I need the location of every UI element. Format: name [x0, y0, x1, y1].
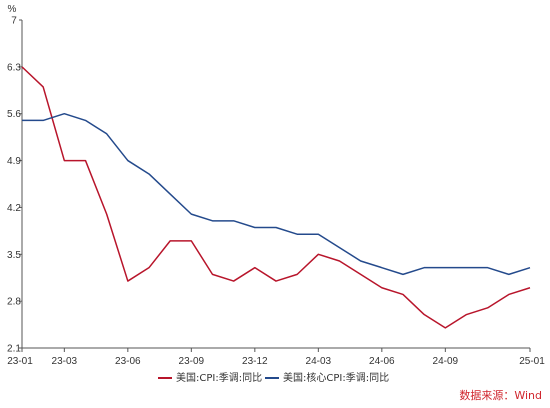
x-tick-label: 23-06	[115, 356, 141, 367]
series-line-1	[21, 66, 531, 329]
source-note: 数据来源：Wind	[459, 388, 542, 402]
x-tick-label: 23-12	[242, 356, 268, 367]
y-tick-label: 2.1	[7, 344, 21, 355]
x-tick-label: 23-09	[179, 356, 205, 367]
legend-label-2: 美国:核心CPI:季调:同比	[283, 371, 389, 384]
x-tick-label: 25-01	[519, 356, 545, 367]
axes	[19, 19, 531, 352]
y-tick-label: 4.2	[7, 203, 21, 214]
series-lines	[21, 66, 531, 329]
legend: 美国:CPI:季调:同比 美国:核心CPI:季调:同比	[158, 371, 389, 384]
y-tick-label: 5.6	[7, 109, 21, 120]
y-tick-label: 7	[11, 16, 17, 27]
x-tick-label: 23-03	[52, 356, 78, 367]
x-tick-label: 24-09	[433, 356, 459, 367]
series-line-2	[22, 112, 531, 276]
x-tick-label: 24-06	[369, 356, 395, 367]
legend-label-1: 美国:CPI:季调:同比	[176, 371, 262, 384]
y-tick-label: 3.5	[7, 250, 21, 261]
x-tick-label: 24-03	[306, 356, 332, 367]
tick-labels: % 2.1 2.8 3.5 4.2 4.9 5.6 6.3 7 23-01 23-03 23-06 23…	[7, 4, 545, 367]
y-tick-label: 4.9	[7, 156, 21, 167]
y-tick-label: 2.8	[7, 297, 21, 308]
x-tick-label: 23-01	[7, 356, 33, 367]
y-unit-label: %	[8, 4, 17, 15]
y-tick-label: 6.3	[7, 62, 21, 73]
